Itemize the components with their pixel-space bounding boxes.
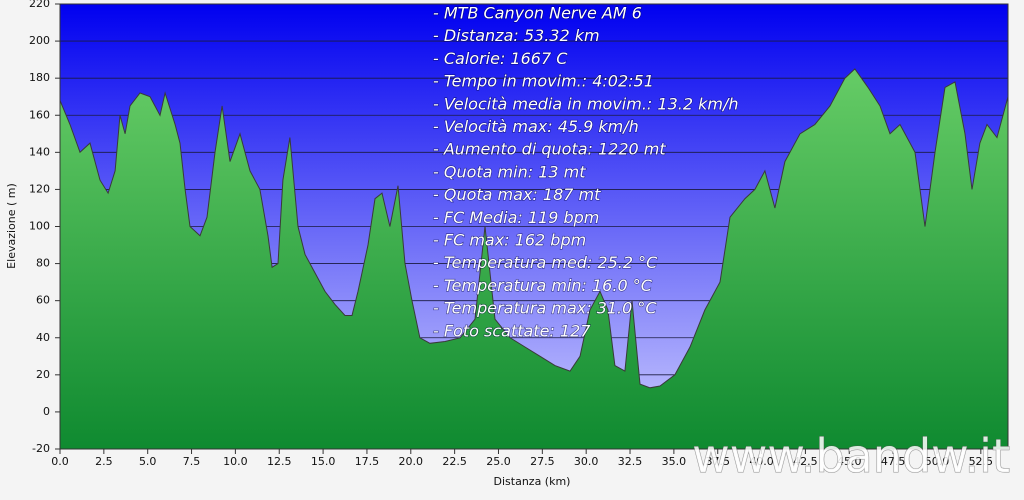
stat-note: - Aumento di quota: 1220 mt: [433, 140, 666, 159]
stat-note: - MTB Canyon Nerve AM 6: [433, 4, 642, 23]
stat-note: - Velocità max: 45.9 km/h: [433, 117, 639, 136]
y-tick-label: 180: [29, 71, 50, 84]
x-tick-label: 42.5: [793, 455, 818, 468]
x-tick-label: 45.0: [837, 455, 862, 468]
stat-note: - FC Media: 119 bpm: [433, 208, 599, 227]
x-tick-label: 0.0: [51, 455, 69, 468]
x-tick-label: 37.5: [705, 455, 730, 468]
x-tick-label: 15.0: [311, 455, 336, 468]
x-tick-label: 7.5: [183, 455, 201, 468]
stat-note: - Temperatura max: 31.0 °C: [433, 299, 657, 318]
y-tick-label: 140: [29, 145, 50, 158]
area-fill: [60, 68, 1008, 450]
stat-note: - Velocità media in movim.: 13.2 km/h: [433, 94, 738, 113]
y-tick-label: 120: [29, 182, 50, 195]
stat-note: - Calorie: 1667 C: [433, 49, 568, 68]
y-tick-label: 0: [43, 405, 50, 418]
profile-line: [59, 68, 1009, 389]
stat-note: - Tempo in movim.: 4:02:51: [433, 72, 654, 91]
stat-note: - Distanza: 53.32 km: [433, 26, 600, 45]
x-axis-label: Distanza (km): [494, 475, 571, 488]
x-tick-label: 2.5: [95, 455, 113, 468]
x-tick-label: 5.0: [139, 455, 157, 468]
x-tick-label: 47.5: [881, 455, 906, 468]
stat-note: - FC max: 162 bpm: [433, 231, 586, 250]
y-tick-label: 220: [29, 0, 50, 10]
y-axis-label: Elevazione ( m): [5, 183, 18, 269]
x-tick-label: 52.5: [969, 455, 994, 468]
watermark: www.bandw.it: [692, 429, 1010, 483]
stat-note: - Temperatura med: 25.2 °C: [433, 253, 658, 272]
stat-note: - Quota max: 187 mt: [433, 185, 601, 204]
y-tick-label: 100: [29, 220, 50, 233]
x-tick-label: 32.5: [618, 455, 643, 468]
stat-note: - Quota min: 13 mt: [433, 162, 586, 181]
y-tick-label: 200: [29, 34, 50, 47]
y-tick-label: 80: [36, 257, 50, 270]
x-tick-label: 27.5: [530, 455, 555, 468]
stat-note: - Temperatura min: 16.0 °C: [433, 276, 653, 295]
x-tick-label: 35.0: [662, 455, 687, 468]
y-tick-label: 20: [36, 368, 50, 381]
y-tick-label: 60: [36, 294, 50, 307]
x-tick-label: 30.0: [574, 455, 599, 468]
plot-frame: [59, 3, 1009, 450]
x-tick-label: 20.0: [399, 455, 424, 468]
x-tick-label: 10.0: [223, 455, 248, 468]
x-tick-label: 25.0: [486, 455, 511, 468]
x-tick-label: 40.0: [749, 455, 774, 468]
y-tick-label: -20: [32, 442, 50, 455]
y-tick-label: 160: [29, 108, 50, 121]
y-tick-label: 40: [36, 331, 50, 344]
x-tick-label: 22.5: [442, 455, 467, 468]
x-tick-label: 12.5: [267, 455, 292, 468]
x-tick-label: 17.5: [355, 455, 380, 468]
x-tick-label: 50.0: [925, 455, 950, 468]
stat-note: - Foto scattate: 127: [433, 321, 591, 340]
